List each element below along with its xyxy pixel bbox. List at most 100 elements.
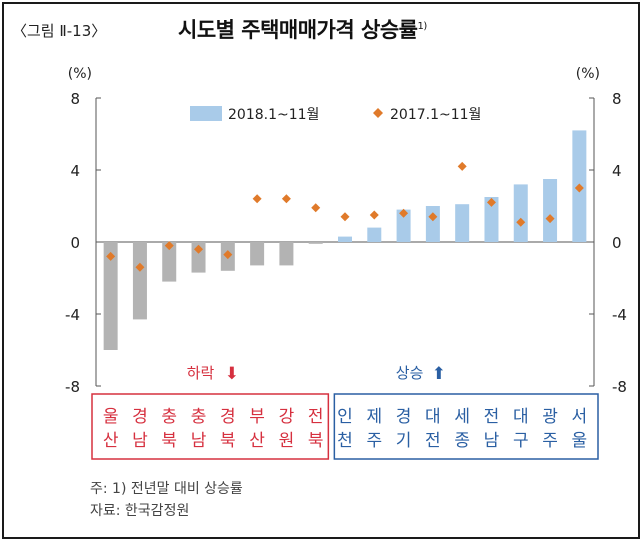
dot-2017-대구 — [516, 217, 526, 227]
bar-2018-전남 — [484, 197, 499, 242]
x-tick-label-충북-2: 북 — [161, 431, 177, 451]
bar-2018-부산 — [250, 242, 265, 266]
x-tick-label-경북-2: 북 — [220, 431, 236, 451]
legend-bar-swatch — [190, 106, 222, 121]
dot-2017-세종 — [457, 161, 467, 171]
y-tick-label-left: 8 — [70, 90, 80, 108]
chart-title-text: 시도별 주택매매가격 상승률 — [178, 18, 418, 42]
x-tick-label-제주-2: 주 — [366, 431, 382, 451]
bar-2018-세종 — [455, 204, 470, 242]
up-arrow-icon: ⬆ — [432, 364, 446, 384]
dot-2017-충남 — [194, 244, 204, 254]
y-unit-left: (%) — [68, 66, 92, 82]
dot-2017-울산 — [106, 251, 116, 261]
dot-2017-부산 — [252, 194, 262, 204]
x-tick-label-경남-2: 남 — [132, 431, 148, 451]
x-tick-label-서울-1: 서 — [572, 407, 588, 427]
x-tick-label-강원-2: 원 — [279, 431, 295, 451]
chart-canvas: -8 -8 -4 -4 0 0 4 4 8 8 (%) (%) 2018.1~11월 2017.1~11… — [65, 66, 627, 460]
dot-2017-광주 — [545, 214, 555, 224]
y-tick-label-left: 0 — [70, 234, 80, 252]
dot-2017-제주 — [369, 210, 379, 220]
x-tick-label-인천-2: 천 — [337, 431, 353, 451]
x-tick-label-제주-1: 제 — [366, 407, 382, 427]
bar-2018-광주 — [543, 179, 558, 242]
x-tick-label-전남-1: 전 — [484, 407, 500, 427]
figure-label: 〈그림 Ⅱ-13〉 — [12, 22, 107, 40]
chart-title: 시도별 주택매매가격 상승률1) — [178, 14, 427, 44]
dot-2017-강원 — [281, 194, 291, 204]
y-tick-label-right: 0 — [612, 234, 622, 252]
x-tick-label-광주-1: 광 — [542, 407, 558, 427]
x-tick-label-대전-2: 전 — [425, 431, 441, 451]
dot-2017-경북 — [223, 250, 233, 260]
x-tick-label-충남-1: 충 — [191, 407, 207, 427]
bar-2018-강원 — [279, 242, 294, 266]
bar-series — [103, 130, 587, 350]
x-tick-label-경기-2: 기 — [396, 431, 412, 451]
y-tick-label-left: -4 — [65, 306, 80, 324]
x-tick-label-세종-1: 세 — [454, 407, 470, 427]
group-down-box — [91, 393, 330, 460]
group-up-label: 상승 — [396, 364, 424, 382]
dot-2017-서울 — [574, 183, 584, 193]
y-tick-label-right: 4 — [612, 162, 622, 180]
x-tick-label-세종-2: 종 — [454, 431, 470, 451]
down-arrow-icon: ⬇ — [225, 364, 239, 384]
y-tick-label-right: -8 — [612, 378, 627, 396]
x-tick-label-광주-2: 주 — [542, 431, 558, 451]
dot-series — [106, 161, 584, 272]
x-tick-label-울산-2: 산 — [103, 431, 119, 451]
footnote: 주: 1) 전년말 대비 상승률 — [90, 481, 243, 497]
bar-2018-경기 — [396, 209, 411, 242]
title-footnote-mark: 1) — [417, 21, 427, 32]
dot-2017-전남 — [486, 197, 496, 207]
x-tick-label-울산-1: 울 — [103, 407, 119, 427]
bar-2018-전북 — [308, 242, 323, 244]
y-tick-label-left: 4 — [70, 162, 80, 180]
bar-2018-제주 — [367, 227, 382, 242]
legend-dot-swatch — [373, 108, 383, 118]
x-tick-label-전북-1: 전 — [308, 407, 324, 427]
x-tick-label-대구-2: 구 — [513, 431, 529, 451]
x-tick-label-대전-1: 대 — [425, 407, 441, 427]
x-tick-label-전남-2: 남 — [484, 431, 500, 451]
x-tick-label-인천-1: 인 — [337, 407, 353, 427]
bar-2018-울산 — [103, 242, 118, 350]
y-tick-label-left: -8 — [65, 378, 80, 396]
x-tick-label-경북-1: 경 — [220, 407, 236, 427]
legend-bar-label: 2018.1~11월 — [228, 107, 319, 123]
x-tick-label-대구-1: 대 — [513, 407, 529, 427]
group-down-label: 하락 — [187, 364, 215, 382]
y-unit-right: (%) — [576, 66, 600, 82]
y-tick-label-right: 8 — [612, 90, 622, 108]
x-tick-label-경남-1: 경 — [132, 407, 148, 427]
dot-2017-충북 — [164, 241, 174, 251]
bar-2018-대구 — [513, 184, 528, 242]
chart-axes: -8 -8 -4 -4 0 0 4 4 8 8 (%) (%) — [65, 66, 627, 396]
y-tick-label-right: -4 — [612, 306, 627, 324]
x-tick-label-서울-2: 울 — [572, 431, 588, 451]
dot-2017-전북 — [311, 203, 321, 213]
bar-2018-인천 — [338, 236, 352, 242]
dot-2017-경기 — [399, 208, 409, 218]
dot-2017-경남 — [135, 262, 145, 272]
x-tick-label-부산-2: 산 — [249, 431, 265, 451]
x-tick-label-충북-1: 충 — [161, 407, 177, 427]
bar-2018-충북 — [162, 242, 177, 282]
group-up-box — [333, 393, 599, 460]
source-note: 자료: 한국감정원 — [90, 503, 190, 519]
bar-2018-대전 — [425, 206, 440, 242]
x-tick-label-부산-1: 부 — [249, 407, 265, 427]
x-tick-label-경기-1: 경 — [396, 407, 412, 427]
x-tick-label-강원-1: 강 — [279, 407, 295, 427]
chart-legend: 2018.1~11월 2017.1~11월 — [190, 106, 481, 123]
x-tick-label-전북-2: 북 — [308, 431, 324, 451]
legend-dot-label: 2017.1~11월 — [390, 107, 481, 123]
x-tick-label-충남-2: 남 — [191, 431, 207, 451]
bar-2018-경남 — [132, 242, 147, 320]
dot-2017-대전 — [428, 212, 438, 222]
dot-2017-인천 — [340, 212, 350, 222]
